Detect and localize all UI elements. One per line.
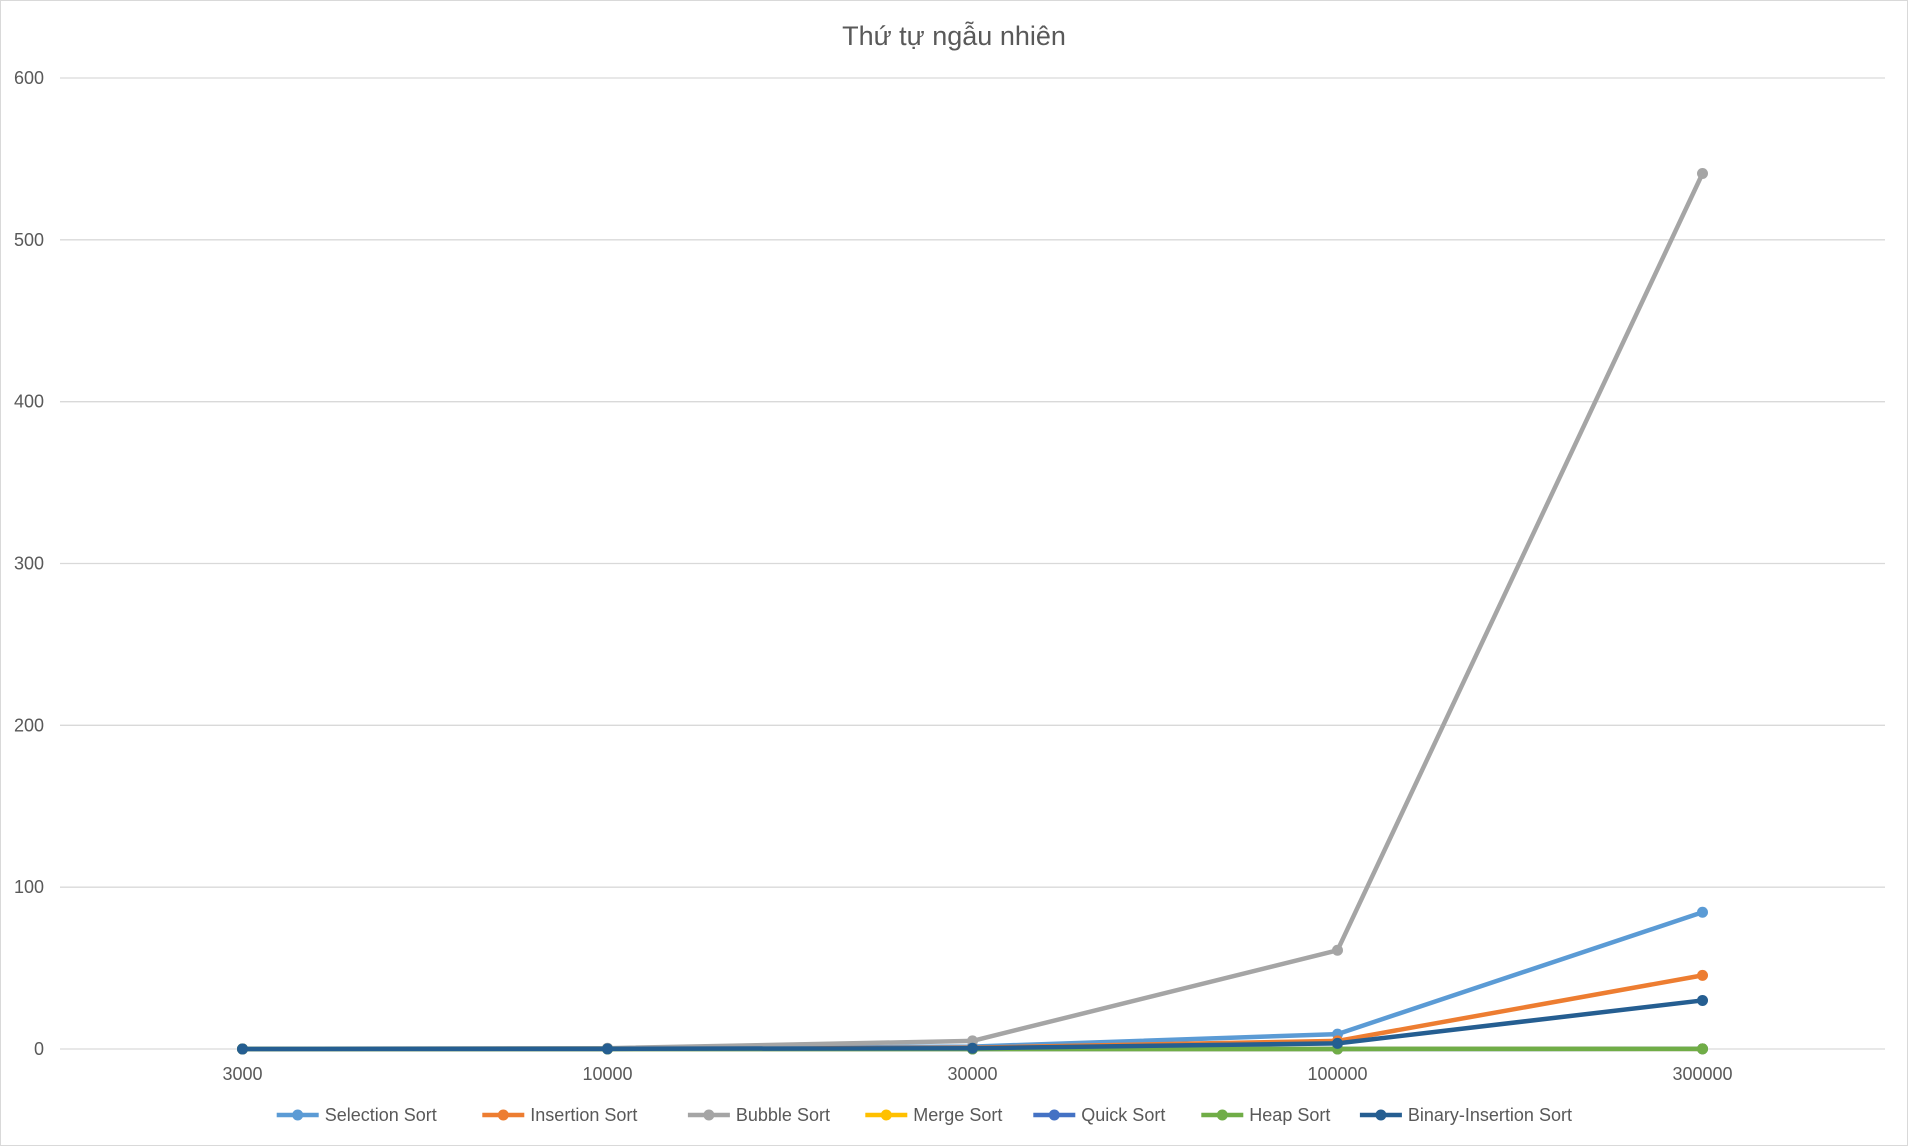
legend-label: Insertion Sort [530, 1105, 637, 1125]
data-point-bubble-sort [1332, 944, 1343, 956]
legend-item-heap-sort: Heap Sort [1201, 1105, 1330, 1125]
data-point-insertion-sort [1697, 969, 1708, 981]
legend-label: Merge Sort [913, 1105, 1002, 1125]
x-axis-ticks: 3000 10000 30000 100000 300000 [222, 1064, 1732, 1084]
legend-marker [703, 1109, 715, 1121]
data-point-binary-insertion-sort [1697, 994, 1708, 1006]
y-tick-label: 500 [14, 230, 44, 250]
data-point-binary-insertion-sort [1332, 1037, 1343, 1049]
legend-label: Binary-Insertion Sort [1408, 1105, 1572, 1125]
chart-title: Thứ tự ngẫu nhiên [842, 20, 1066, 51]
series-selection-sort [237, 906, 1708, 1055]
legend: Selection Sort Insertion Sort Bubble Sort M… [276, 1105, 1572, 1125]
legend-item-insertion-sort: Insertion Sort [482, 1105, 637, 1125]
legend-marker [497, 1109, 509, 1121]
legend-item-binary-insertion-sort: Binary-Insertion Sort [1359, 1105, 1572, 1125]
data-point-heap-sort [1697, 1043, 1708, 1055]
series-bubble-sort [237, 167, 1708, 1055]
x-tick-label: 100000 [1307, 1064, 1367, 1084]
y-axis-ticks: 0 100 200 300 400 500 600 [14, 68, 44, 1059]
data-point-bubble-sort [1697, 167, 1708, 179]
legend-marker [1375, 1109, 1387, 1121]
legend-label: Bubble Sort [736, 1105, 830, 1125]
legend-item-bubble-sort: Bubble Sort [687, 1105, 830, 1125]
legend-item-quick-sort: Quick Sort [1033, 1105, 1165, 1125]
x-tick-label: 10000 [582, 1064, 632, 1084]
series-binary-insertion-sort [237, 994, 1708, 1055]
legend-label: Selection Sort [325, 1105, 437, 1125]
legend-marker [1048, 1109, 1060, 1121]
x-tick-label: 30000 [947, 1064, 997, 1084]
y-tick-label: 600 [14, 68, 44, 88]
y-tick-label: 300 [14, 554, 44, 574]
x-tick-label: 3000 [222, 1064, 262, 1084]
legend-item-merge-sort: Merge Sort [865, 1105, 1002, 1125]
legend-marker [880, 1109, 892, 1121]
gridlines [60, 77, 1885, 1050]
data-point-selection-sort [1697, 906, 1708, 918]
series-lines [237, 167, 1708, 1055]
data-point-binary-insertion-sort [602, 1043, 613, 1055]
series-line-selection-sort [240, 910, 1705, 1052]
legend-marker [1216, 1109, 1228, 1121]
y-tick-label: 200 [14, 715, 44, 735]
data-point-binary-insertion-sort [237, 1043, 248, 1055]
series-line-bubble-sort [240, 171, 1705, 1052]
legend-item-selection-sort: Selection Sort [276, 1105, 437, 1125]
legend-marker [292, 1109, 304, 1121]
y-tick-label: 100 [14, 877, 44, 897]
legend-label: Quick Sort [1081, 1105, 1165, 1125]
legend-label: Heap Sort [1249, 1105, 1330, 1125]
y-tick-label: 0 [34, 1039, 44, 1059]
x-tick-label: 300000 [1672, 1064, 1732, 1084]
y-tick-label: 400 [14, 392, 44, 412]
data-point-binary-insertion-sort [967, 1042, 978, 1054]
